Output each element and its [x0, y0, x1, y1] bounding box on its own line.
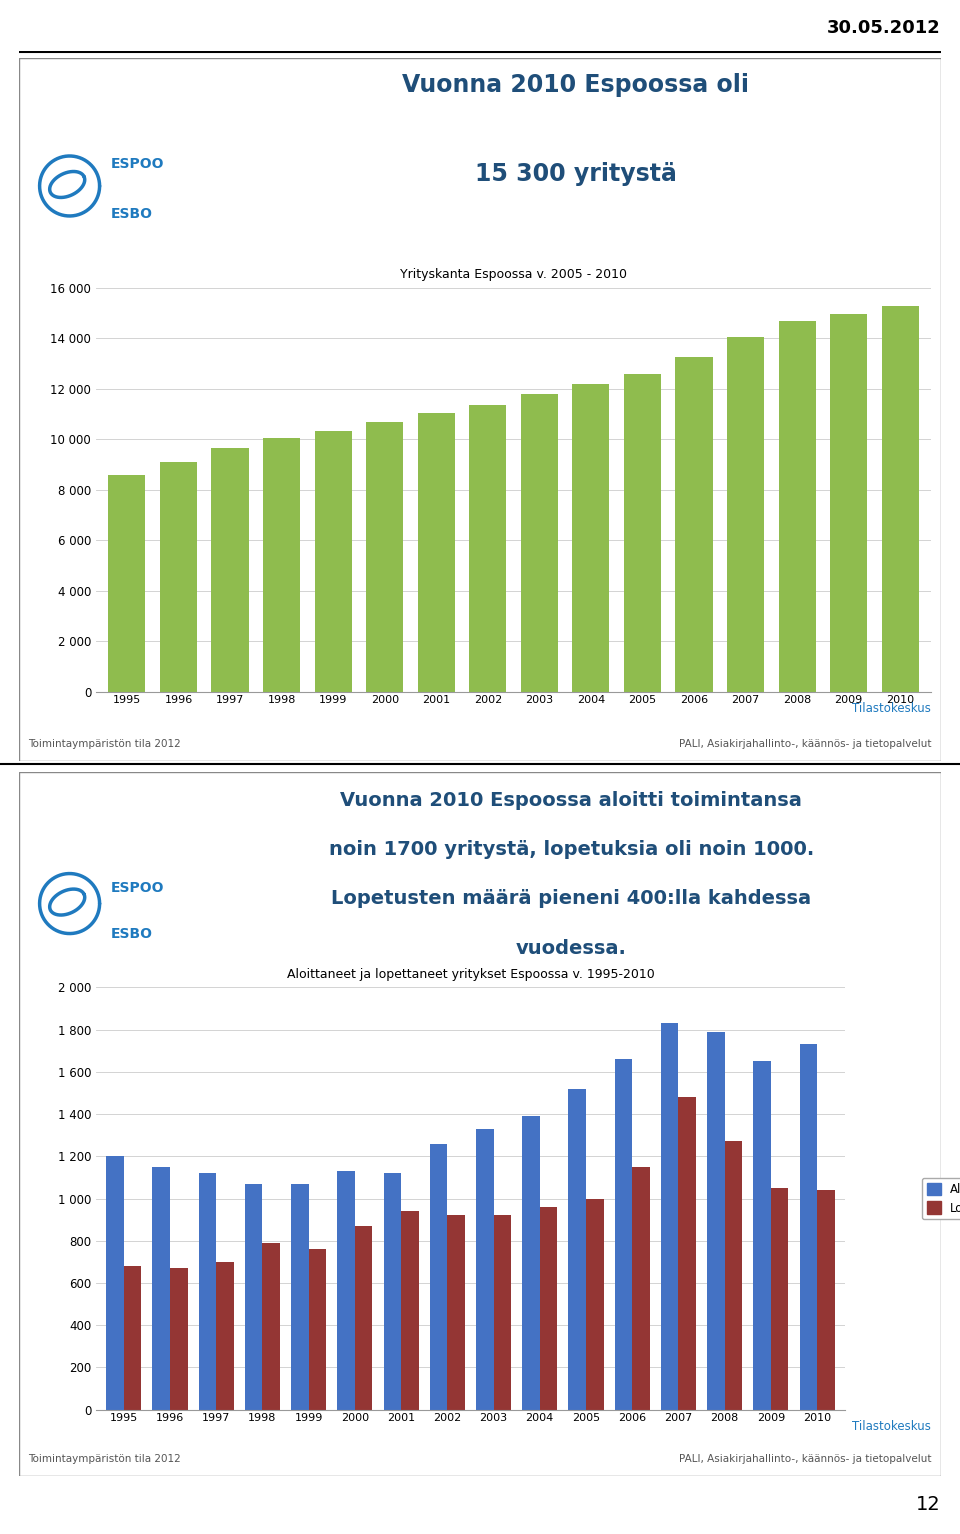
Bar: [199, 1174, 216, 1410]
Bar: [216, 1262, 233, 1410]
Text: Vuonna 2010 Espoossa aloitti toimintansa: Vuonna 2010 Espoossa aloitti toimintansa: [340, 790, 803, 810]
Bar: [476, 1129, 493, 1410]
Bar: [108, 474, 146, 692]
Legend: Aloittaneita, Lopettaneita: Aloittaneita, Lopettaneita: [922, 1178, 960, 1220]
Text: ESBO: ESBO: [110, 928, 153, 942]
Bar: [211, 448, 249, 692]
Text: Vuonna 2010 Espoossa oli: Vuonna 2010 Espoossa oli: [402, 74, 750, 97]
Bar: [572, 384, 610, 692]
Bar: [586, 1198, 604, 1410]
Bar: [660, 1023, 679, 1410]
Bar: [263, 439, 300, 692]
Text: vuodessa.: vuodessa.: [516, 939, 627, 957]
Bar: [830, 314, 867, 692]
Bar: [447, 1215, 465, 1410]
Bar: [881, 305, 919, 692]
Bar: [771, 1187, 788, 1410]
Bar: [521, 394, 558, 692]
Bar: [160, 462, 197, 692]
Bar: [493, 1215, 511, 1410]
Bar: [355, 1226, 372, 1410]
Bar: [540, 1207, 558, 1410]
Bar: [291, 1184, 308, 1410]
Text: Lopetusten määrä pieneni 400:lla kahdessa: Lopetusten määrä pieneni 400:lla kahdess…: [331, 890, 811, 908]
Text: ESPOO: ESPOO: [110, 156, 164, 172]
Text: 30.05.2012: 30.05.2012: [828, 18, 941, 37]
Bar: [401, 1212, 419, 1410]
Text: ESPOO: ESPOO: [110, 882, 164, 896]
Bar: [383, 1174, 401, 1410]
Title: Yrityskanta Espoossa v. 2005 - 2010: Yrityskanta Espoossa v. 2005 - 2010: [400, 268, 627, 281]
Bar: [676, 357, 712, 692]
Bar: [308, 1249, 326, 1410]
Bar: [522, 1117, 540, 1410]
Bar: [262, 1243, 280, 1410]
Bar: [430, 1143, 447, 1410]
Bar: [727, 337, 764, 692]
Bar: [614, 1058, 633, 1410]
Bar: [708, 1032, 725, 1410]
Text: Toimintaympäristön tila 2012: Toimintaympäristön tila 2012: [29, 739, 181, 749]
Bar: [170, 1269, 187, 1410]
Text: Tilastokeskus: Tilastokeskus: [852, 703, 931, 715]
Text: 12: 12: [916, 1496, 941, 1514]
Bar: [779, 321, 816, 692]
Bar: [337, 1170, 355, 1410]
Bar: [245, 1184, 262, 1410]
Bar: [800, 1045, 817, 1410]
Bar: [418, 413, 455, 692]
Bar: [725, 1141, 742, 1410]
Text: noin 1700 yritystä, lopetuksia oli noin 1000.: noin 1700 yritystä, lopetuksia oli noin …: [328, 841, 814, 859]
Bar: [124, 1266, 141, 1410]
Bar: [366, 422, 403, 692]
Bar: [754, 1062, 771, 1410]
Bar: [107, 1157, 124, 1410]
Bar: [568, 1089, 586, 1410]
Bar: [679, 1097, 696, 1410]
Bar: [817, 1190, 834, 1410]
Text: Tilastokeskus: Tilastokeskus: [852, 1420, 931, 1433]
Bar: [624, 374, 661, 692]
Text: Toimintaympäristön tila 2012: Toimintaympäristön tila 2012: [29, 1454, 181, 1463]
Bar: [315, 431, 351, 692]
Title: Aloittaneet ja lopettaneet yritykset Espoossa v. 1995-2010: Aloittaneet ja lopettaneet yritykset Esp…: [286, 968, 655, 980]
Text: PALI, Asiakirjahallinto-, käännös- ja tietopalvelut: PALI, Asiakirjahallinto-, käännös- ja ti…: [679, 739, 931, 749]
Bar: [153, 1167, 170, 1410]
Bar: [469, 405, 506, 692]
Text: PALI, Asiakirjahallinto-, käännös- ja tietopalvelut: PALI, Asiakirjahallinto-, käännös- ja ti…: [679, 1454, 931, 1463]
Bar: [633, 1167, 650, 1410]
Text: 15 300 yritystä: 15 300 yritystä: [475, 161, 677, 186]
Text: ESBO: ESBO: [110, 207, 153, 221]
